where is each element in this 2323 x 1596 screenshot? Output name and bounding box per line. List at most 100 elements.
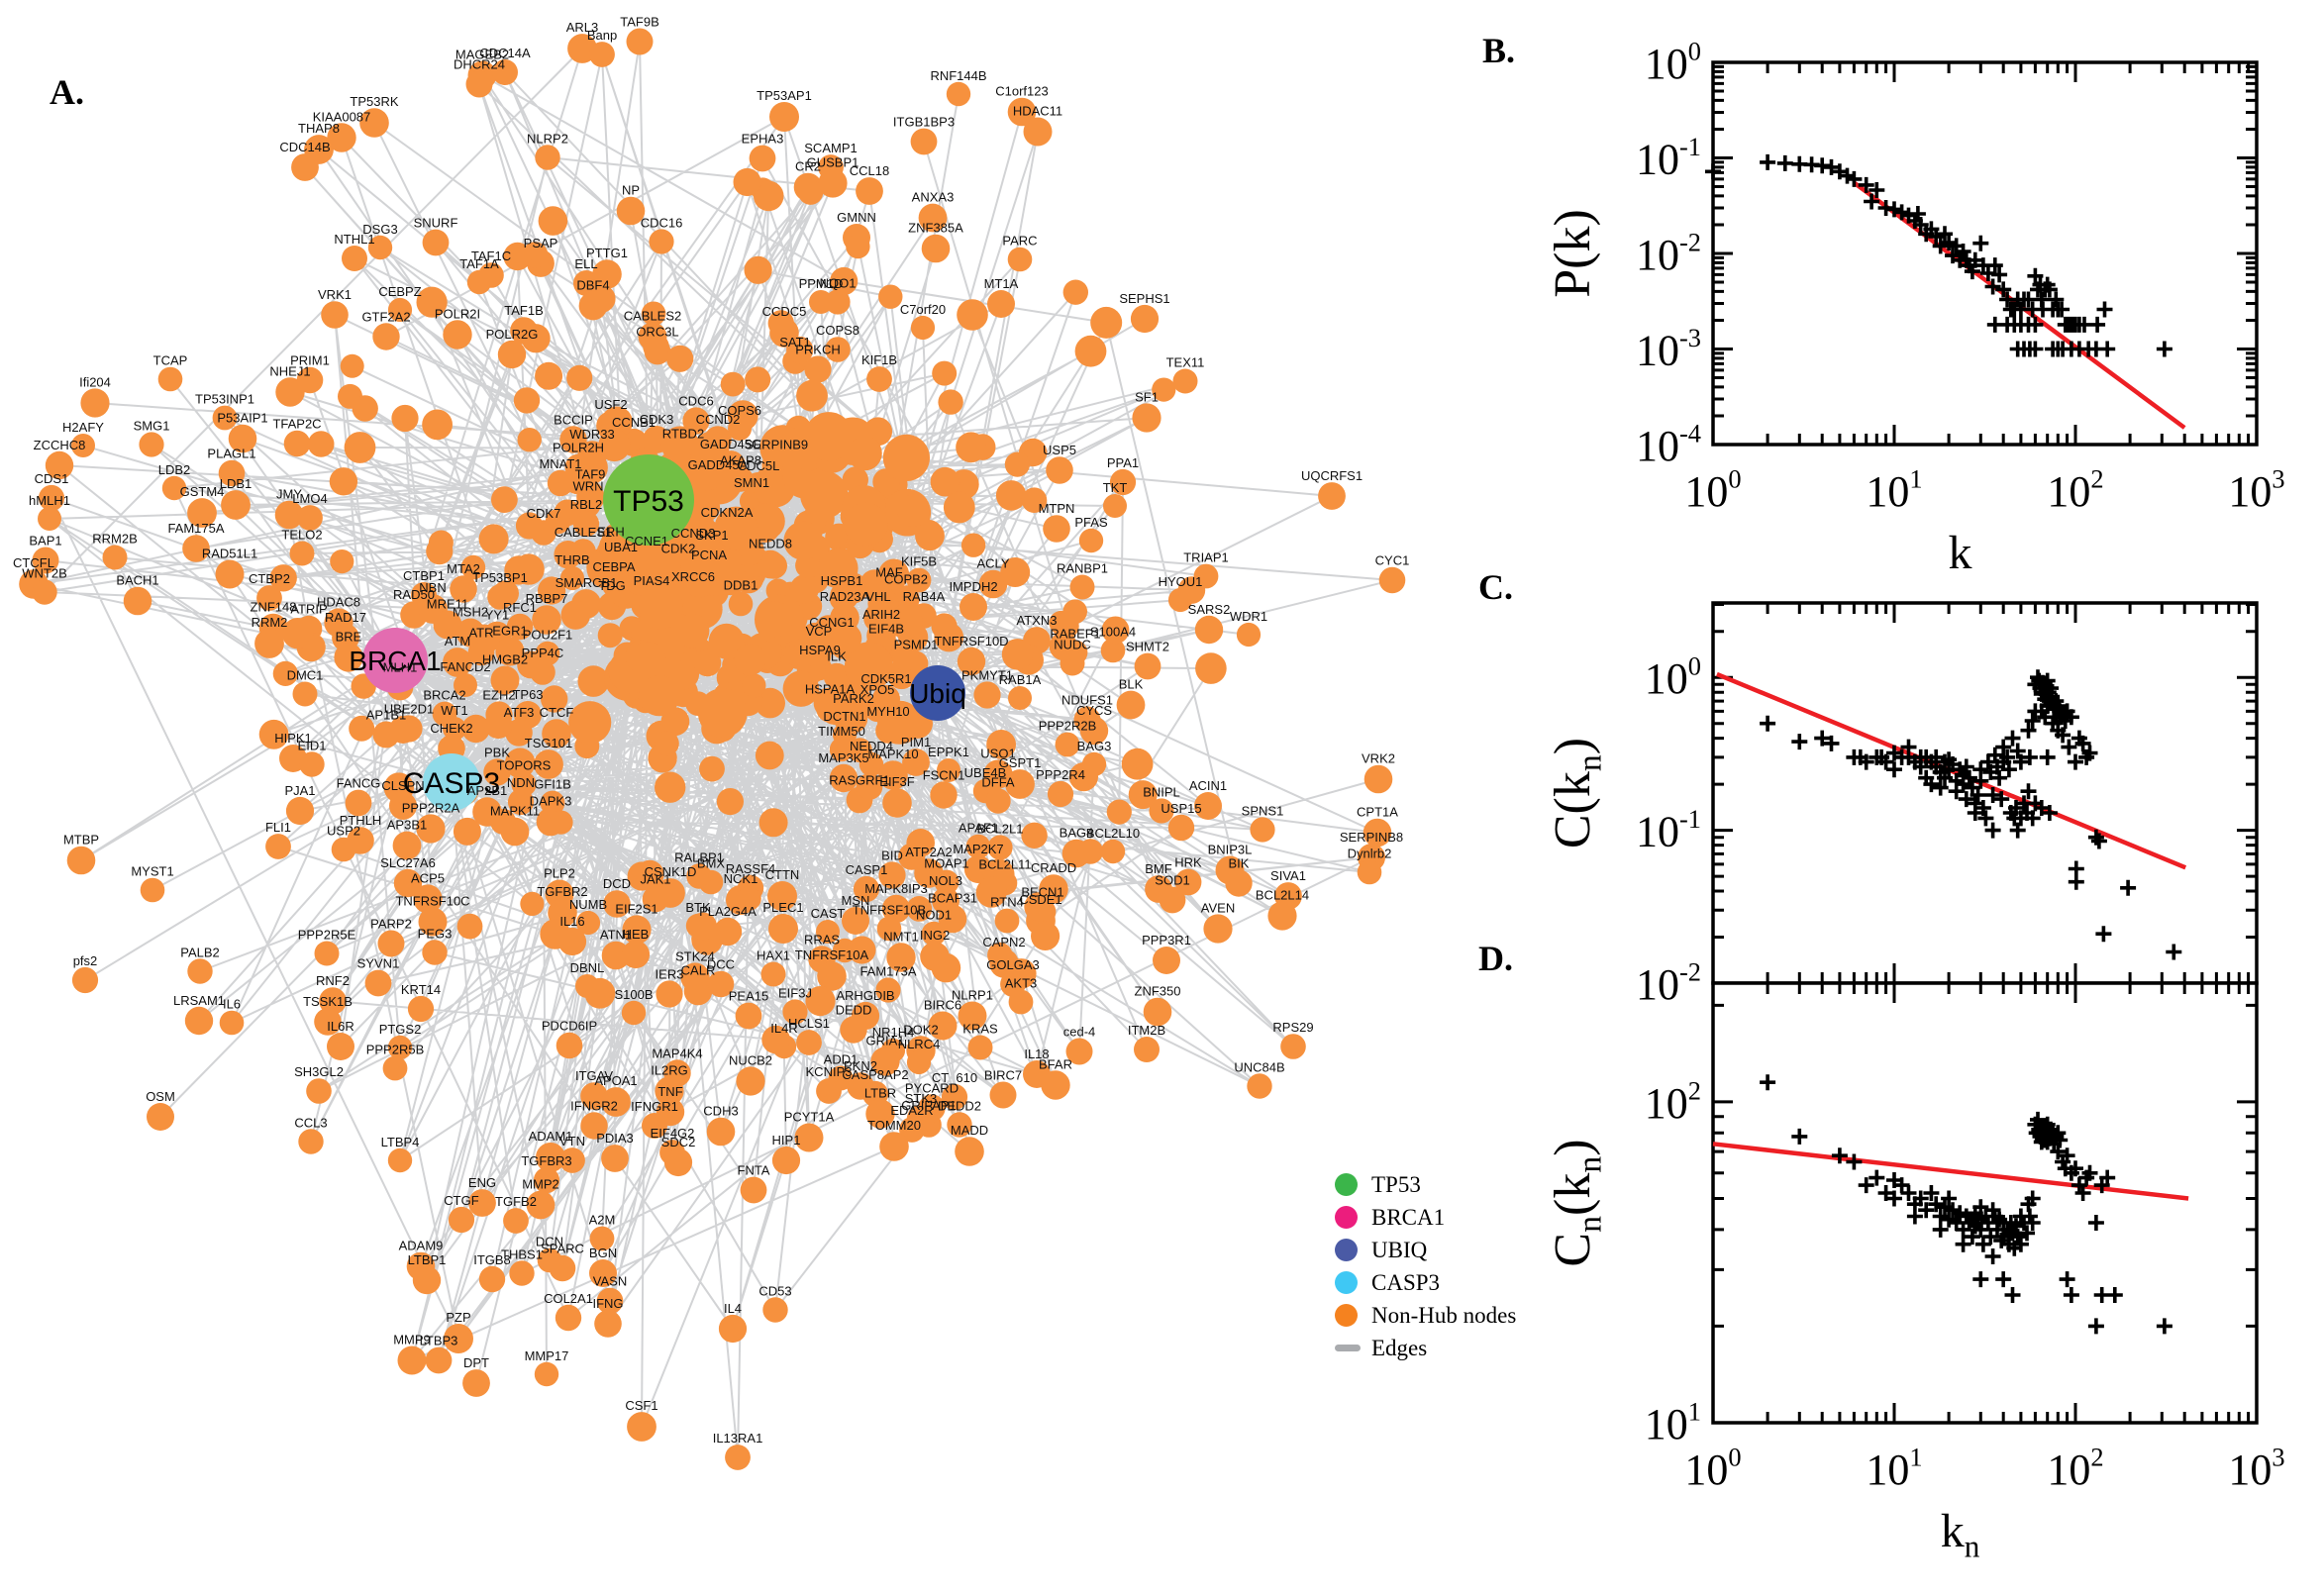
network-node [521,324,551,353]
network-node [932,360,958,386]
network-node-label: LTBP4 [381,1135,420,1149]
network-node [749,503,785,540]
hub-label: Ubiq [909,678,966,709]
network-node [882,434,931,481]
network-node [906,1104,936,1134]
network-node-label: CR2 [795,159,821,174]
network-node-label: RAB1A [999,672,1042,687]
network-node [1031,921,1060,951]
network-node-label: PALB2 [180,945,220,959]
network-node [985,788,1011,814]
network-node-label: DFFA [981,774,1015,789]
network-node [1041,1070,1070,1100]
network-node-label: SERPINB9 [745,437,808,451]
network-node-label: UQCRFS1 [1301,468,1363,483]
nonhub-swatch-icon [1335,1304,1358,1327]
network-node-label: ITGAV [575,1068,613,1083]
network-node [1049,632,1078,661]
network-node-label: PLEC1 [762,900,803,915]
network-node [682,407,710,435]
network-node [1100,638,1126,663]
network-node-label: IL6 [223,997,241,1012]
network-node-label: AKT3 [1005,976,1038,991]
network-node-label: PEA15 [729,989,768,1004]
network-node-label: SPARC [541,1242,584,1256]
network-node-label: NUDC [1054,638,1091,652]
network-node-label: IL18 [1024,1047,1049,1061]
network-node [38,484,65,512]
network-node [1100,839,1126,864]
network-node-label: NR1H4 [872,1025,915,1040]
network-node-label: PLAGL1 [207,447,255,461]
network-node [416,286,448,318]
network-node-label: ATN1 [600,928,632,943]
network-node [461,714,490,744]
network-node [283,430,311,457]
network-node [656,980,683,1008]
network-node [1008,989,1034,1015]
network-node [1052,612,1079,640]
network-node-label: BIRC7 [984,1068,1022,1083]
network-node-label: SKP1 [695,528,728,543]
network-node [397,1346,427,1375]
network-node [321,301,349,329]
network-node [533,1166,560,1194]
network-node-label: WNT2B [22,565,67,580]
network-node [161,475,187,501]
network-node [853,875,880,903]
network-node [307,431,335,457]
legend-item-edges: Edges [1335,1332,1516,1364]
network-node [856,177,883,205]
scatter-points [1705,153,2172,357]
network-node [601,1087,631,1117]
network-node [344,432,376,463]
network-node-label: EPPK1 [928,745,969,759]
network-node-label: IER3 [656,966,684,981]
network-node [526,1190,556,1220]
network-node-label: USP5 [1043,443,1076,457]
network-node [592,259,622,289]
axis-title: k [1949,527,1972,579]
network-node-label: NBN [419,580,446,595]
network-node [212,405,238,431]
network-node-label: DCD [603,876,631,891]
legend-item-ubiq: UBIQ [1335,1234,1516,1266]
edge-swatch-icon [1335,1345,1361,1351]
network-node-label: SPNS1 [1242,803,1284,818]
network-node-label: NLRP2 [527,131,568,146]
network-node-label: TP53INP1 [195,392,254,407]
network-node [1194,615,1224,645]
network-node-label: TAF1C [471,249,511,263]
network-node-label: TELO2 [281,528,322,543]
network-node-label: GSPT1 [999,755,1042,770]
network-node [937,758,960,782]
network-node-label: S100B [614,987,653,1002]
network-node [534,1361,559,1387]
panel-c-letter: C. [1478,567,1513,607]
network-node-label: HAX1 [757,948,790,963]
network-node-label: WDR33 [569,427,615,442]
network-node-label: RRM2 [252,615,288,630]
network-node-label: MAP3K5 [818,750,868,765]
network-node-label: SAT1 [779,335,811,349]
network-node-label: HSPA1A [805,681,856,696]
network-node-label: CCND2 [696,412,741,427]
network-node-label: GFI1B [534,777,571,792]
network-node [407,995,435,1023]
network-node-label: CSNK1D [645,864,697,879]
network-node [465,70,493,98]
network-node [995,480,1027,511]
network-node [433,610,462,640]
network-node-label: PCYT1A [784,1110,835,1125]
network-node-label: XPO5 [860,682,895,697]
network-node-label: BCL2L11 [978,857,1031,872]
network-node [805,986,836,1017]
network-node [299,751,325,777]
network-node [1062,279,1089,305]
network-node-label: PPP3R1 [1142,933,1191,948]
network-node [706,1117,736,1147]
network-node-label: BACH1 [116,573,158,588]
network-node-label: NEDD4 [850,739,893,753]
